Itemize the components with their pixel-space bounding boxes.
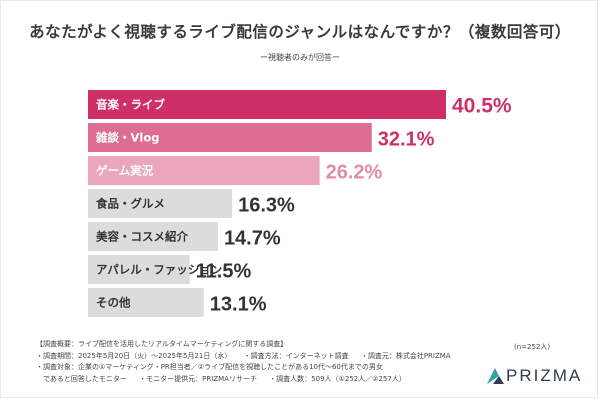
prizma-logo-icon [487,368,504,384]
bar-1 [88,90,446,119]
survey-provider: ・モニター提供元：PRIZMAリサーチ [139,374,257,383]
category-label-4: 食品・グルメ [96,197,165,211]
survey-notes: 【調査概要：ライブ配信を活用したリアルタイムマーケティングに関する調査】 ・調査… [36,339,476,385]
bar-5 [88,222,218,251]
value-label-7: 13.1% [210,294,267,316]
value-label-2: 32.1% [378,129,435,151]
category-label-7: その他 [96,296,131,310]
value-label-3: 26.2% [326,162,383,184]
value-label-5: 14.7% [224,228,281,250]
survey-method: ・調査方法：インターネット調査 [243,351,349,360]
value-label-6: 11.5% [196,261,252,283]
survey-period: ・調査期間：2025年5月20日（火）〜2025年5月21日（水） [36,351,232,360]
survey-overview: 【調査概要：ライブ配信を活用したリアルタイムマーケティングに関する調査】 [36,340,288,348]
survey-target: ・調査対象：企業の①マーケティング・PR担当者／②ライブ配信を視聴したことがある… [36,363,383,371]
category-label-3: ゲーム実況 [96,164,154,178]
bar-2 [88,123,372,152]
bar-7 [88,288,204,317]
bar-6 [88,255,190,284]
survey-count: ・調査人数：509人（①252人／②257人） [269,374,406,383]
survey-target-cont: であると回答したモニター [36,374,127,383]
chart-title: あなたがよく視聴するライブ配信のジャンルはなんですか？（複数回答可） [29,23,571,41]
value-label-1: 40.5% [452,95,512,118]
category-label-5: 美容・コスメ紹介 [96,230,188,244]
prizma-logo-text: PRIZMA [506,366,583,385]
category-label-6: アパレル・ファッション [96,263,222,277]
value-label-4: 16.3% [238,195,295,217]
prizma-logo: PRIZMA [486,364,586,386]
category-label-1: 音楽・ライブ [96,98,165,112]
sample-size: (n=252人) [514,343,551,351]
bar-4 [88,189,233,218]
bar-3 [88,156,320,185]
category-label-2: 雑談・Vlog [95,131,159,145]
chart-subtitle: ー視聴者のみが回答ー [260,53,340,62]
survey-org: ・調査元：株式会社PRIZMA [360,351,451,360]
